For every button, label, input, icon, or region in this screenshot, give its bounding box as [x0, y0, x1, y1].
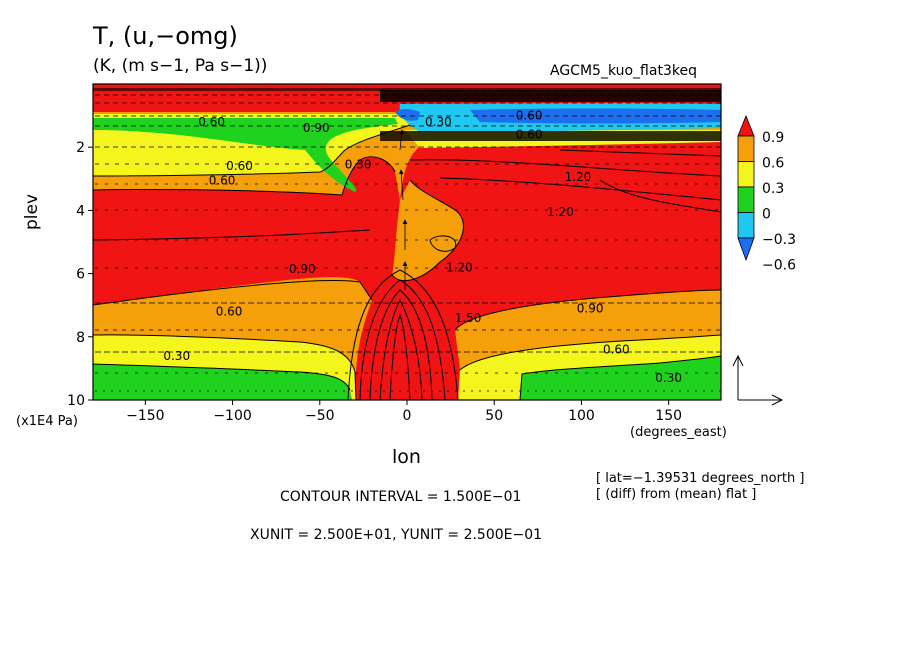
- x-axis-unit: (degrees_east): [630, 425, 727, 440]
- contour-label-layer: 0.60 0.900.60 0.300.600.30 0.600.601.201.20…: [163, 109, 682, 385]
- contour-label: 0.90: [289, 262, 316, 276]
- contour-label: 0.90: [303, 121, 330, 135]
- y-tick-label: 4: [76, 203, 85, 219]
- colorbar-label: 0.6: [762, 156, 784, 172]
- x-tick-label: −100: [213, 408, 251, 424]
- colorbar-label: 0.9: [762, 130, 784, 146]
- contour-label: 1.20: [565, 170, 592, 184]
- x-axis: −150 −100 −50 0 50 100 150: [126, 400, 682, 424]
- chart-title: T, (u,−omg): [93, 22, 238, 50]
- y-tick-label: 10: [67, 393, 85, 409]
- contour-label: 0.30: [163, 349, 190, 363]
- contour-label: 1.20: [547, 205, 574, 219]
- x-tick-label: 50: [485, 408, 503, 424]
- contour-label: 0.60: [516, 128, 543, 142]
- contour-label: 1.20: [446, 260, 473, 274]
- x-axis-label: lon: [392, 446, 421, 468]
- colorbar-segment: [737, 135, 755, 162]
- contour-label: 0.60: [603, 342, 630, 356]
- contour-label: 1.50: [455, 311, 482, 325]
- x-tick-label: 100: [568, 408, 595, 424]
- x-tick-label: 150: [655, 408, 682, 424]
- y-tick-label: 6: [76, 267, 85, 283]
- colorbar-label: 0.3: [762, 181, 784, 197]
- diff-note: [ (diff) from (mean) flat ]: [596, 487, 757, 502]
- y-tick-label: 8: [76, 330, 85, 346]
- x-tick-label: −50: [305, 408, 335, 424]
- run-label: AGCM5_kuo_flat3keq: [550, 63, 697, 79]
- colorbar-label: 0: [762, 207, 771, 223]
- y-axis-unit: (x1E4 Pa): [16, 414, 78, 429]
- y-axis-label: plev: [22, 193, 42, 230]
- x-tick-label: 0: [403, 408, 412, 424]
- chart-units: (K, (m s−1, Pa s−1)): [93, 56, 268, 76]
- contour-label: 0.90: [577, 301, 604, 315]
- contour-label: 0.30: [425, 115, 452, 129]
- contour-interval-note: CONTOUR INTERVAL = 1.500E−01: [280, 489, 522, 505]
- colorbar-segment: [737, 161, 755, 188]
- colorbar-bottom-arrow: [737, 237, 755, 262]
- colorbar-label: −0.6: [762, 258, 796, 274]
- colorbar: 0.9 0.6 0.3 0 −0.3 −0.6: [737, 114, 796, 274]
- contour-label: 0.60: [216, 305, 243, 319]
- colorbar-label: −0.3: [762, 232, 796, 248]
- vector-field: [95, 94, 721, 392]
- y-axis: 2 4 6 8 10: [67, 140, 93, 409]
- latitude-note: [ lat=−1.39531 degrees_north ]: [596, 471, 805, 486]
- x-tick-label: −150: [126, 408, 164, 424]
- vector-unit-note: XUNIT = 2.500E+01, YUNIT = 2.500E−01: [250, 527, 543, 543]
- contour-label: 0.60: [198, 115, 225, 129]
- colorbar-top-arrow: [737, 114, 755, 137]
- colorbar-segment: [737, 186, 755, 213]
- contour-label: 0.30: [345, 158, 372, 172]
- reference-vector: [732, 354, 784, 406]
- contour-label: 0.60: [226, 159, 253, 173]
- contour-label: 0.60: [209, 173, 236, 187]
- contour-label: 0.30: [655, 371, 682, 385]
- contour-field: [93, 84, 721, 400]
- contour-lines: [93, 124, 721, 400]
- colorbar-segment: [737, 212, 755, 239]
- y-tick-label: 2: [76, 140, 85, 156]
- contour-label: 0.60: [516, 109, 543, 123]
